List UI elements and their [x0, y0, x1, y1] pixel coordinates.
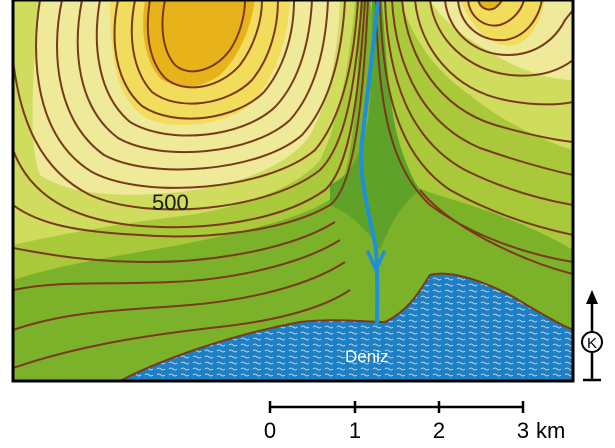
scale-tick-3: 3: [517, 418, 529, 443]
coastline: [119, 272, 573, 381]
north-compass-icon: [581, 331, 603, 353]
map-frame: [11, 0, 575, 383]
north-label: K: [587, 335, 597, 352]
scale-tick-2: 2: [433, 418, 445, 443]
sea-waves: [120, 273, 573, 381]
scale-bar: 0 1 2 3 km: [264, 401, 565, 443]
contour-lines-east: [375, 0, 573, 275]
river-valley: [330, 0, 420, 250]
sea-label: Deniz: [345, 347, 388, 366]
river: [359, 0, 380, 326]
north-arrow: K: [581, 290, 603, 382]
scale-tick-0: 0: [264, 418, 276, 443]
scale-unit: km: [536, 418, 565, 443]
contour-label-500: 500: [152, 190, 189, 215]
river-flow-arrow: [366, 250, 386, 275]
contour-lines: [13, 0, 369, 369]
scale-tick-1: 1: [349, 418, 361, 443]
peak-area: [143, 0, 255, 87]
elevation-band-yellow-east: [460, 0, 545, 46]
